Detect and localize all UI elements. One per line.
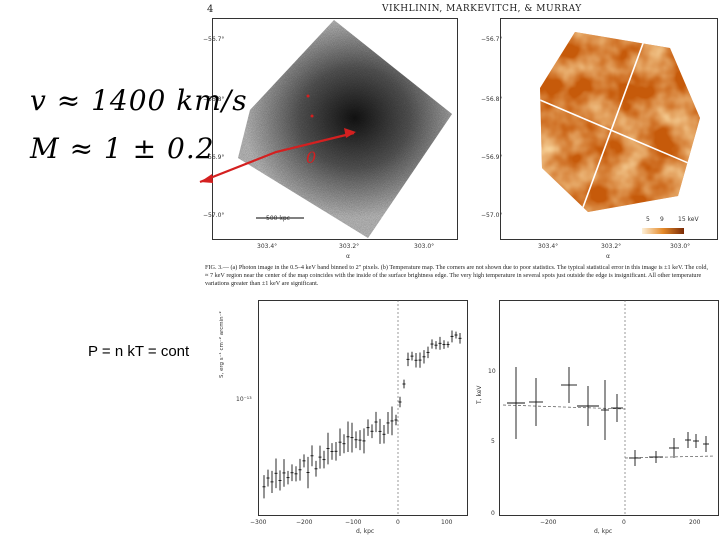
sb-xtick: −100 bbox=[345, 519, 362, 526]
edge-zero-label: 0 bbox=[306, 148, 317, 167]
t-xtick: 0 bbox=[622, 519, 626, 526]
arrow-head-right bbox=[344, 128, 356, 138]
t-ytick: 5 bbox=[491, 438, 495, 445]
sb-xlabel: d, kpc bbox=[356, 528, 375, 535]
colorbar bbox=[642, 228, 684, 234]
dec-tick-label: −57.0° bbox=[481, 212, 503, 219]
dec-tick-label: −56.7° bbox=[203, 36, 225, 43]
dec-tick-label: −56.8° bbox=[203, 96, 225, 103]
bisector-line bbox=[581, 37, 646, 211]
dec-tick-label: −57.0° bbox=[203, 212, 225, 219]
dec-tick-label: −56.9° bbox=[203, 154, 225, 161]
ra-tick-label: 303.4° bbox=[538, 243, 559, 250]
bisector-line bbox=[540, 99, 700, 169]
t-xtick: −200 bbox=[540, 519, 557, 526]
running-header: VIKHLININ, MARKEVITCH, & MURRAY bbox=[382, 4, 582, 14]
dec-tick-label: −56.8° bbox=[481, 96, 503, 103]
t-xtick: 200 bbox=[689, 519, 701, 526]
pressure-annotation: P = n kT = cont bbox=[88, 343, 190, 360]
red-arrow bbox=[199, 131, 355, 184]
ra-tick-label: 303.2° bbox=[339, 243, 360, 250]
arrow-head-left bbox=[200, 174, 213, 183]
sb-xtick: 0 bbox=[396, 519, 400, 526]
figure-caption: FIG. 3.— (a) Photon image in the 0.5–4 k… bbox=[205, 264, 709, 287]
t-xlabel: d, kpc bbox=[594, 528, 613, 535]
ra-tick-label: 303.0° bbox=[670, 243, 691, 250]
scale-bar-label: 500 kpc bbox=[266, 215, 290, 222]
sb-profile bbox=[258, 300, 468, 516]
colorbar-label: 9 bbox=[660, 216, 664, 223]
colorbar-label: 5 bbox=[646, 216, 650, 223]
t-ytick: 0 bbox=[491, 510, 495, 517]
sb-xtick: 100 bbox=[441, 519, 453, 526]
t-ytick: 10 bbox=[488, 368, 496, 375]
dec-tick-label: −56.9° bbox=[481, 154, 503, 161]
ra-tick-label: 303.2° bbox=[601, 243, 622, 250]
sb-plot bbox=[258, 300, 468, 516]
mach-annotation: M ≈ 1 ± 0.2 bbox=[30, 132, 215, 165]
colorbar-label: 15 keV bbox=[678, 216, 699, 223]
sb-ylabel: S, erg s⁻¹ cm⁻² arcmin⁻² bbox=[219, 311, 225, 378]
t-profile bbox=[499, 300, 719, 516]
ra-axis-label: α bbox=[346, 253, 350, 260]
ra-axis-label: α bbox=[606, 253, 610, 260]
ra-tick-label: 303.4° bbox=[257, 243, 278, 250]
sb-xtick: −200 bbox=[296, 519, 313, 526]
sb-ytick: 10⁻¹³ bbox=[236, 396, 252, 403]
t-plot bbox=[499, 300, 719, 516]
ra-tick-label: 303.0° bbox=[414, 243, 435, 250]
sb-xtick: −300 bbox=[250, 519, 267, 526]
temperature-map bbox=[500, 18, 718, 240]
velocity-annotation: v ≈ 1400 km/s bbox=[30, 84, 248, 117]
temperature-map-panel: 5 9 15 keV bbox=[500, 18, 718, 240]
page-number: 4 bbox=[207, 4, 214, 15]
dec-tick-label: −56.7° bbox=[481, 36, 503, 43]
t-ylabel: T, keV bbox=[476, 385, 483, 404]
